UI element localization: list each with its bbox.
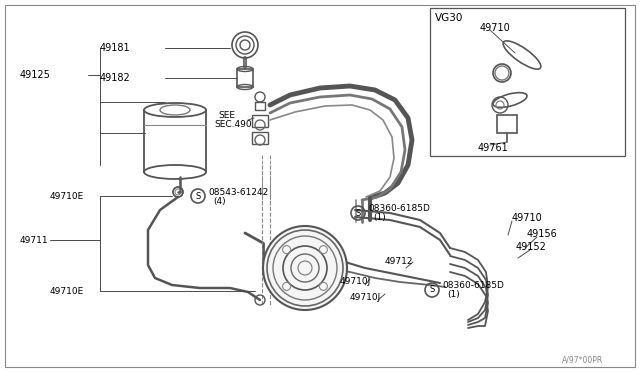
Text: 49710J: 49710J bbox=[350, 294, 381, 302]
Text: 49710E: 49710E bbox=[50, 192, 84, 201]
Text: 49152: 49152 bbox=[516, 242, 547, 252]
Bar bbox=[237, 69, 253, 87]
Text: 08360-6185D: 08360-6185D bbox=[368, 203, 430, 212]
Text: 49125: 49125 bbox=[20, 70, 51, 80]
Text: 49710: 49710 bbox=[480, 23, 511, 33]
Text: 08360-6185D: 08360-6185D bbox=[442, 280, 504, 289]
Bar bbox=[252, 132, 268, 144]
Text: 49761: 49761 bbox=[478, 143, 509, 153]
Bar bbox=[430, 8, 625, 156]
Text: 49710: 49710 bbox=[512, 213, 543, 223]
Text: S: S bbox=[195, 192, 200, 201]
Text: (1): (1) bbox=[447, 289, 460, 298]
Text: 49182: 49182 bbox=[100, 73, 131, 83]
Bar bbox=[252, 115, 268, 127]
Bar bbox=[497, 115, 517, 133]
Bar bbox=[255, 102, 265, 110]
Text: (4): (4) bbox=[213, 196, 226, 205]
Text: 08543-61242: 08543-61242 bbox=[208, 187, 268, 196]
Circle shape bbox=[263, 226, 347, 310]
Text: SEC.490: SEC.490 bbox=[214, 119, 252, 128]
Text: 49710J: 49710J bbox=[340, 278, 371, 286]
Text: S: S bbox=[355, 208, 360, 218]
Text: 49711: 49711 bbox=[20, 235, 49, 244]
Text: 49156: 49156 bbox=[527, 229, 557, 239]
Text: VG30: VG30 bbox=[435, 13, 463, 23]
Text: (1): (1) bbox=[373, 212, 386, 221]
Text: 49181: 49181 bbox=[100, 43, 131, 53]
Text: SEE: SEE bbox=[218, 110, 235, 119]
Text: 49710E: 49710E bbox=[50, 286, 84, 295]
Text: 49712: 49712 bbox=[385, 257, 413, 266]
Text: A/97*00PR: A/97*00PR bbox=[562, 356, 604, 365]
Text: S: S bbox=[429, 285, 435, 295]
